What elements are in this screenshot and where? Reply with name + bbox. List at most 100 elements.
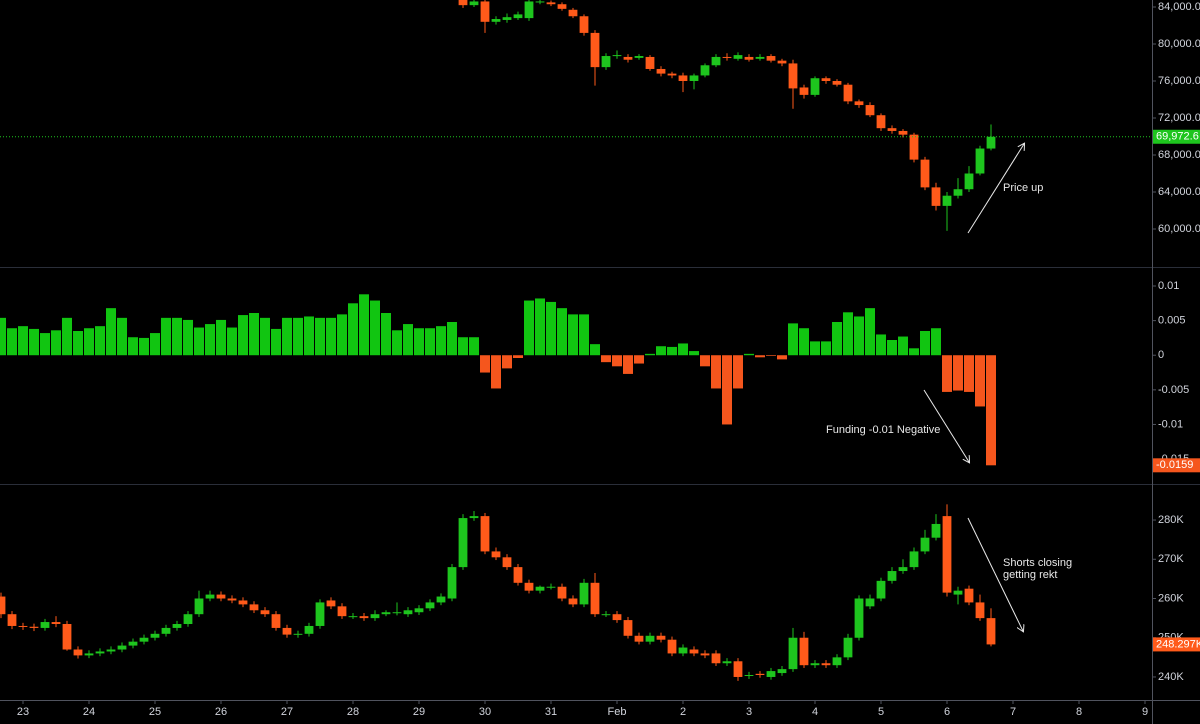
bar xyxy=(766,355,777,356)
candle-body xyxy=(953,189,963,196)
x-tick-label: 26 xyxy=(215,706,227,718)
bar xyxy=(909,348,920,356)
candle-body xyxy=(843,637,853,658)
x-tick-label: 24 xyxy=(83,706,95,718)
bar xyxy=(700,355,711,367)
candle-body xyxy=(579,582,589,605)
bar xyxy=(249,313,260,356)
y-tick-label: 76,000.0 xyxy=(1158,75,1200,87)
candle-body xyxy=(667,73,677,76)
candle-body xyxy=(40,622,50,628)
candle-body xyxy=(590,582,600,615)
bar xyxy=(150,333,161,356)
candle-body xyxy=(172,624,182,628)
last-value-label: 248.297K xyxy=(1156,638,1200,650)
bar xyxy=(227,327,238,356)
candle-body xyxy=(975,148,985,174)
candle-body xyxy=(502,17,512,20)
bar xyxy=(161,317,172,356)
candle-body xyxy=(249,604,259,611)
bar xyxy=(139,337,150,356)
candle-body xyxy=(535,586,545,591)
candle-body xyxy=(964,173,974,190)
x-tick-label: 27 xyxy=(281,706,293,718)
candle-body xyxy=(898,130,908,135)
candle-body xyxy=(403,610,413,615)
candle-body xyxy=(568,598,578,605)
bar xyxy=(524,300,535,356)
last-value-tag xyxy=(1153,129,1200,144)
candle-body xyxy=(700,65,710,76)
candle-body xyxy=(612,614,622,621)
bar xyxy=(29,328,40,356)
candle-body xyxy=(909,551,919,568)
y-tick-label: -0.005 xyxy=(1158,384,1189,396)
candle-body xyxy=(293,633,303,635)
bar xyxy=(7,328,18,356)
bar xyxy=(667,346,678,356)
candle-body xyxy=(744,56,754,60)
pane xyxy=(0,504,996,681)
x-tick-label: 4 xyxy=(812,706,818,718)
bar xyxy=(755,355,766,358)
bar xyxy=(370,300,381,356)
bar xyxy=(183,319,194,356)
candle-body xyxy=(887,128,897,131)
bar xyxy=(414,328,425,356)
bar xyxy=(920,331,931,356)
candle-body xyxy=(513,14,523,19)
candle-body xyxy=(557,586,567,599)
bar xyxy=(733,355,744,389)
candle-body xyxy=(183,614,193,625)
x-tick-label: 23 xyxy=(17,706,29,718)
bar xyxy=(502,355,513,369)
candle-body xyxy=(480,1,490,22)
bar xyxy=(546,301,557,356)
bar xyxy=(0,317,7,356)
last-value-tag xyxy=(1153,637,1200,652)
x-tick-label: 9 xyxy=(1142,706,1148,718)
candle-body xyxy=(271,614,281,628)
candle-body xyxy=(425,602,435,609)
candle-body xyxy=(601,614,611,616)
candle-body xyxy=(942,516,952,593)
bar xyxy=(535,298,546,356)
candle-body xyxy=(524,582,534,591)
candle-body xyxy=(260,610,270,615)
candle-body xyxy=(788,637,798,670)
bar xyxy=(799,328,810,356)
arrow xyxy=(967,517,1023,631)
candle-body xyxy=(84,653,94,656)
y-tick-label: 240K xyxy=(1158,671,1184,683)
candle-body xyxy=(326,600,336,607)
candle-body xyxy=(282,627,292,635)
bar xyxy=(865,308,876,356)
candle-body xyxy=(546,2,556,5)
candle-body xyxy=(95,651,105,654)
candle-body xyxy=(832,81,842,85)
x-tick-label: 25 xyxy=(149,706,161,718)
candle-body xyxy=(51,622,61,625)
candle-body xyxy=(392,612,402,614)
y-tick-label: 84,000.0 xyxy=(1158,1,1200,13)
bar xyxy=(293,317,304,356)
bar xyxy=(645,353,656,356)
bar xyxy=(95,326,106,356)
candle-body xyxy=(590,32,600,68)
bar xyxy=(854,316,865,356)
candle-body xyxy=(744,675,754,677)
y-tick-label: 270K xyxy=(1158,553,1184,565)
candle-body xyxy=(524,1,534,19)
bar xyxy=(843,312,854,356)
candle-body xyxy=(634,56,644,58)
candle-body xyxy=(920,537,930,552)
pane xyxy=(0,294,997,466)
candle-body xyxy=(150,633,160,638)
bar xyxy=(447,322,458,356)
candle-body xyxy=(634,635,644,642)
candle-body xyxy=(777,60,787,64)
candle-body xyxy=(194,598,204,615)
candle-body xyxy=(469,1,479,6)
candle-body xyxy=(227,598,237,601)
